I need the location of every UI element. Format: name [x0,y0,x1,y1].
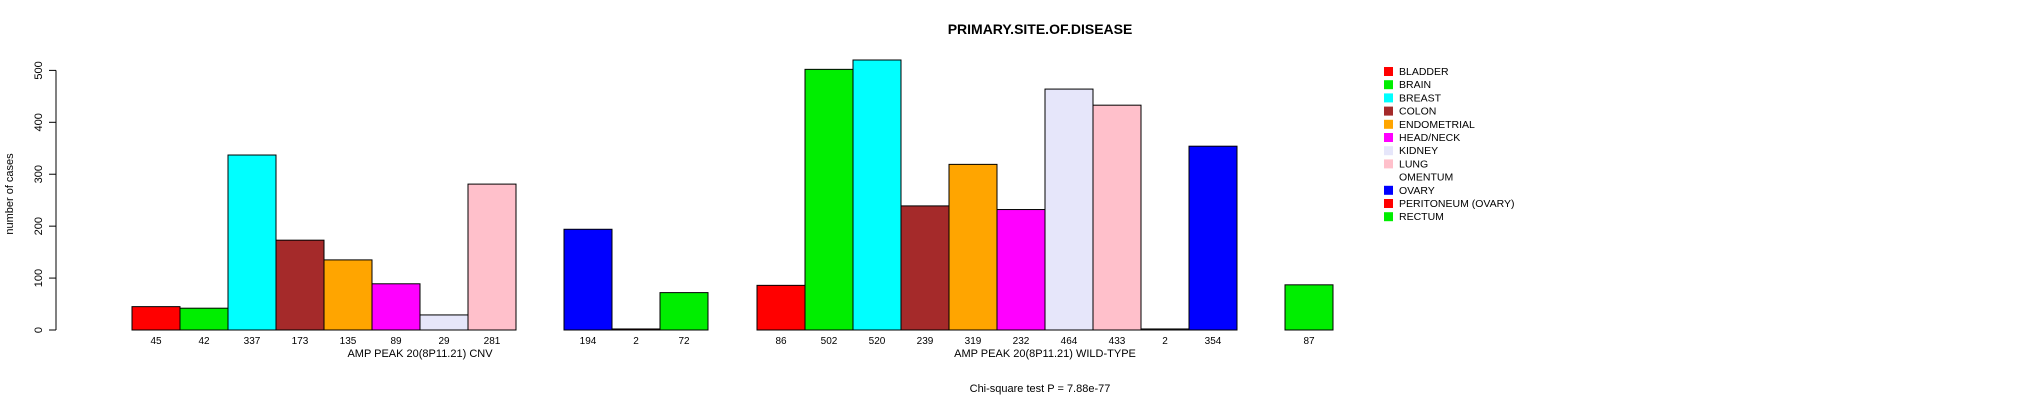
legend-item: BLADDER [1384,66,1449,78]
legend-item: LUNG [1384,158,1428,170]
bar-value-label: 87 [1303,336,1315,347]
bar-rectum [659,292,709,331]
legend-label: BREAST [1399,92,1442,104]
legend-label: HEAD/NECK [1399,132,1460,144]
bar-ovary [563,228,613,331]
bar-value-label: 464 [1061,336,1078,347]
legend-item: RECTUM [1384,211,1444,223]
y-tick-label: 200 [33,217,45,235]
legend-item: HEAD/NECK [1384,132,1460,144]
y-axis: 0 100 200 300 400 500 [33,61,57,333]
legend-swatch [1384,172,1393,182]
y-tick-label: 400 [33,113,45,131]
bar-colon [275,239,325,331]
legend-label: OVARY [1399,185,1435,197]
bar-value-label: 89 [390,336,402,347]
bar-value-label: 232 [1013,336,1030,347]
bar-value-label: 2 [633,336,639,347]
legend-label: PERITONEUM (OVARY) [1399,198,1515,210]
legend-swatch [1384,119,1393,129]
legend-swatch [1384,212,1393,222]
legend-label: RECTUM [1399,211,1444,223]
bar-value-label: 86 [775,336,787,347]
bar-bladder [131,306,181,331]
legend-swatch [1384,80,1393,90]
bar-lung [1092,104,1142,331]
bar-value-label: 337 [244,336,261,347]
bar-group-cnv: 45 42 337 173 135 89 29 281 194 2 72 AMP PEAK 20(8P… [131,154,709,360]
bar-rectum [1284,284,1334,331]
bar-colon [900,205,950,331]
bar-value-label: 135 [340,336,357,347]
bar-bladder [756,284,806,331]
legend-item: BRAIN [1384,79,1431,91]
y-tick-label: 300 [33,165,45,183]
legend-label: ENDOMETRIAL [1399,119,1475,131]
legend-label: COLON [1399,106,1436,118]
bar-ovary [1188,145,1238,331]
bar-value-label: 42 [198,336,210,347]
legend-item: OMENTUM [1384,172,1453,184]
y-tick-label: 100 [33,269,45,287]
legend-item: BREAST [1384,92,1442,104]
bar-value-label: 520 [869,336,886,347]
y-axis-label: number of cases [4,153,16,235]
legend-item: OVARY [1384,185,1435,197]
bar-endometrial [323,259,373,331]
bars-layer: 45 42 337 173 135 89 29 281 194 2 72 AMP PEAK 20(8P… [131,59,1334,360]
legend-label: OMENTUM [1399,172,1453,184]
bar-kidney [419,314,469,331]
bar-head-neck [371,283,421,331]
legend-swatch [1384,185,1393,195]
bar-kidney [1044,88,1094,331]
bar-brain [179,307,229,331]
bar-breast [852,59,902,331]
chart-title: PRIMARY.SITE.OF.DISEASE [948,21,1133,37]
bar-value-label: 45 [150,336,162,347]
legend-item: COLON [1384,106,1436,118]
legend-swatch [1384,199,1393,208]
bar-value-label: 173 [292,336,309,347]
legend-item: ENDOMETRIAL [1384,119,1475,131]
legend-swatch [1384,146,1393,156]
legend-swatch [1384,67,1393,76]
bar-endometrial [948,163,998,331]
legend-label: BLADDER [1399,66,1449,78]
legend-swatch [1384,159,1393,169]
legend-label: BRAIN [1399,79,1431,91]
bar-value-label: 29 [438,336,450,347]
bar-lung [467,183,517,331]
bar-value-label: 319 [965,336,982,347]
bar-breast [227,154,277,331]
bar-value-label: 194 [580,336,597,347]
bar-omentum [1140,328,1190,331]
y-tick-label: 0 [33,327,45,333]
bar-brain [804,68,854,331]
bar-value-label: 72 [678,336,690,347]
group-label: AMP PEAK 20(8P11.21) WILD-TYPE [954,348,1136,360]
chi-square-footer: Chi-square test P = 7.88e-77 [970,383,1111,395]
legend-swatch [1384,106,1393,116]
bar-group-wild-type: 86 502 520 239 319 232 464 433 2 354 87 AMP PEAK 20… [756,59,1334,360]
bar-value-label: 502 [821,336,838,347]
bar-peritoneum-ovary [611,328,661,331]
legend-item: KIDNEY [1384,145,1438,157]
bar-value-label: 354 [1205,336,1222,347]
legend-label: KIDNEY [1399,145,1438,157]
y-tick-label: 500 [33,61,45,79]
bar-value-label: 281 [484,336,501,347]
legend-item: PERITONEUM (OVARY) [1384,198,1515,210]
bar-value-label: 239 [917,336,934,347]
legend-swatch [1384,133,1393,142]
bar-head-neck [996,209,1046,331]
bar-value-label: 433 [1109,336,1126,347]
legend-swatch [1384,93,1393,103]
bar-value-label: 2 [1162,336,1168,347]
group-label: AMP PEAK 20(8P11.21) CNV [347,348,493,360]
legend-label: LUNG [1399,158,1428,170]
